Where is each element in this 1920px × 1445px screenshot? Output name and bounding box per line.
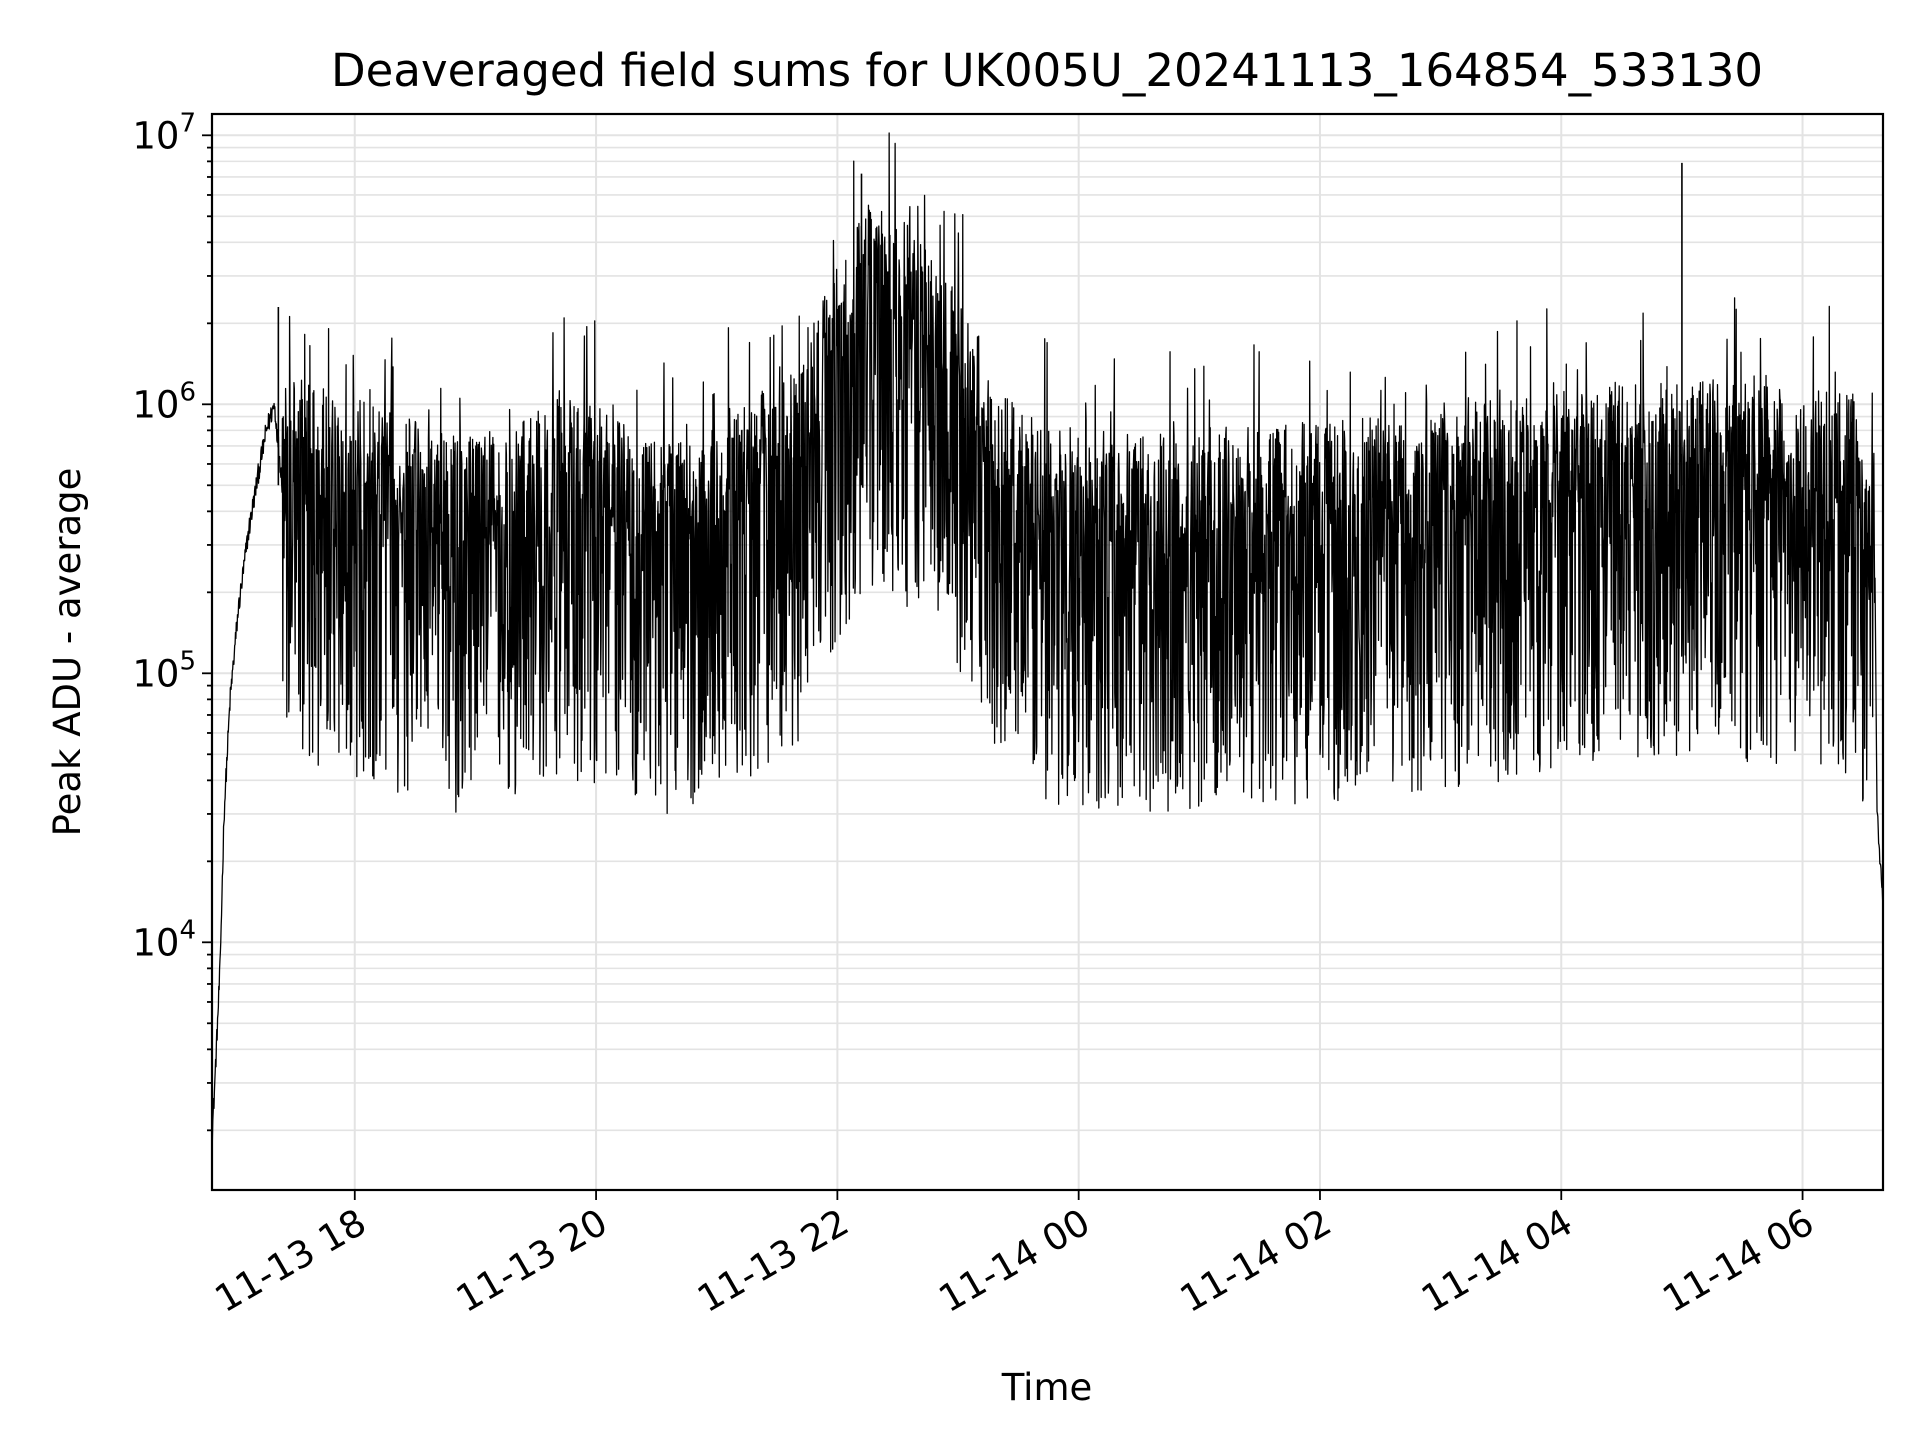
series-line-0 (211, 132, 1884, 1147)
x-axis-label: Time (1001, 1366, 1093, 1409)
y-tick-label: 104 (132, 915, 196, 964)
y-axis-label: Peak ADU - average (46, 468, 89, 837)
y-tick-label: 105 (132, 646, 196, 695)
series-layer (211, 132, 1884, 1147)
chart-title: Deaveraged field sums for UK005U_2024111… (331, 44, 1763, 97)
y-tick-label: 107 (132, 108, 196, 157)
plot-frame (210, 112, 1885, 1192)
y-tick-label: 106 (132, 377, 196, 426)
